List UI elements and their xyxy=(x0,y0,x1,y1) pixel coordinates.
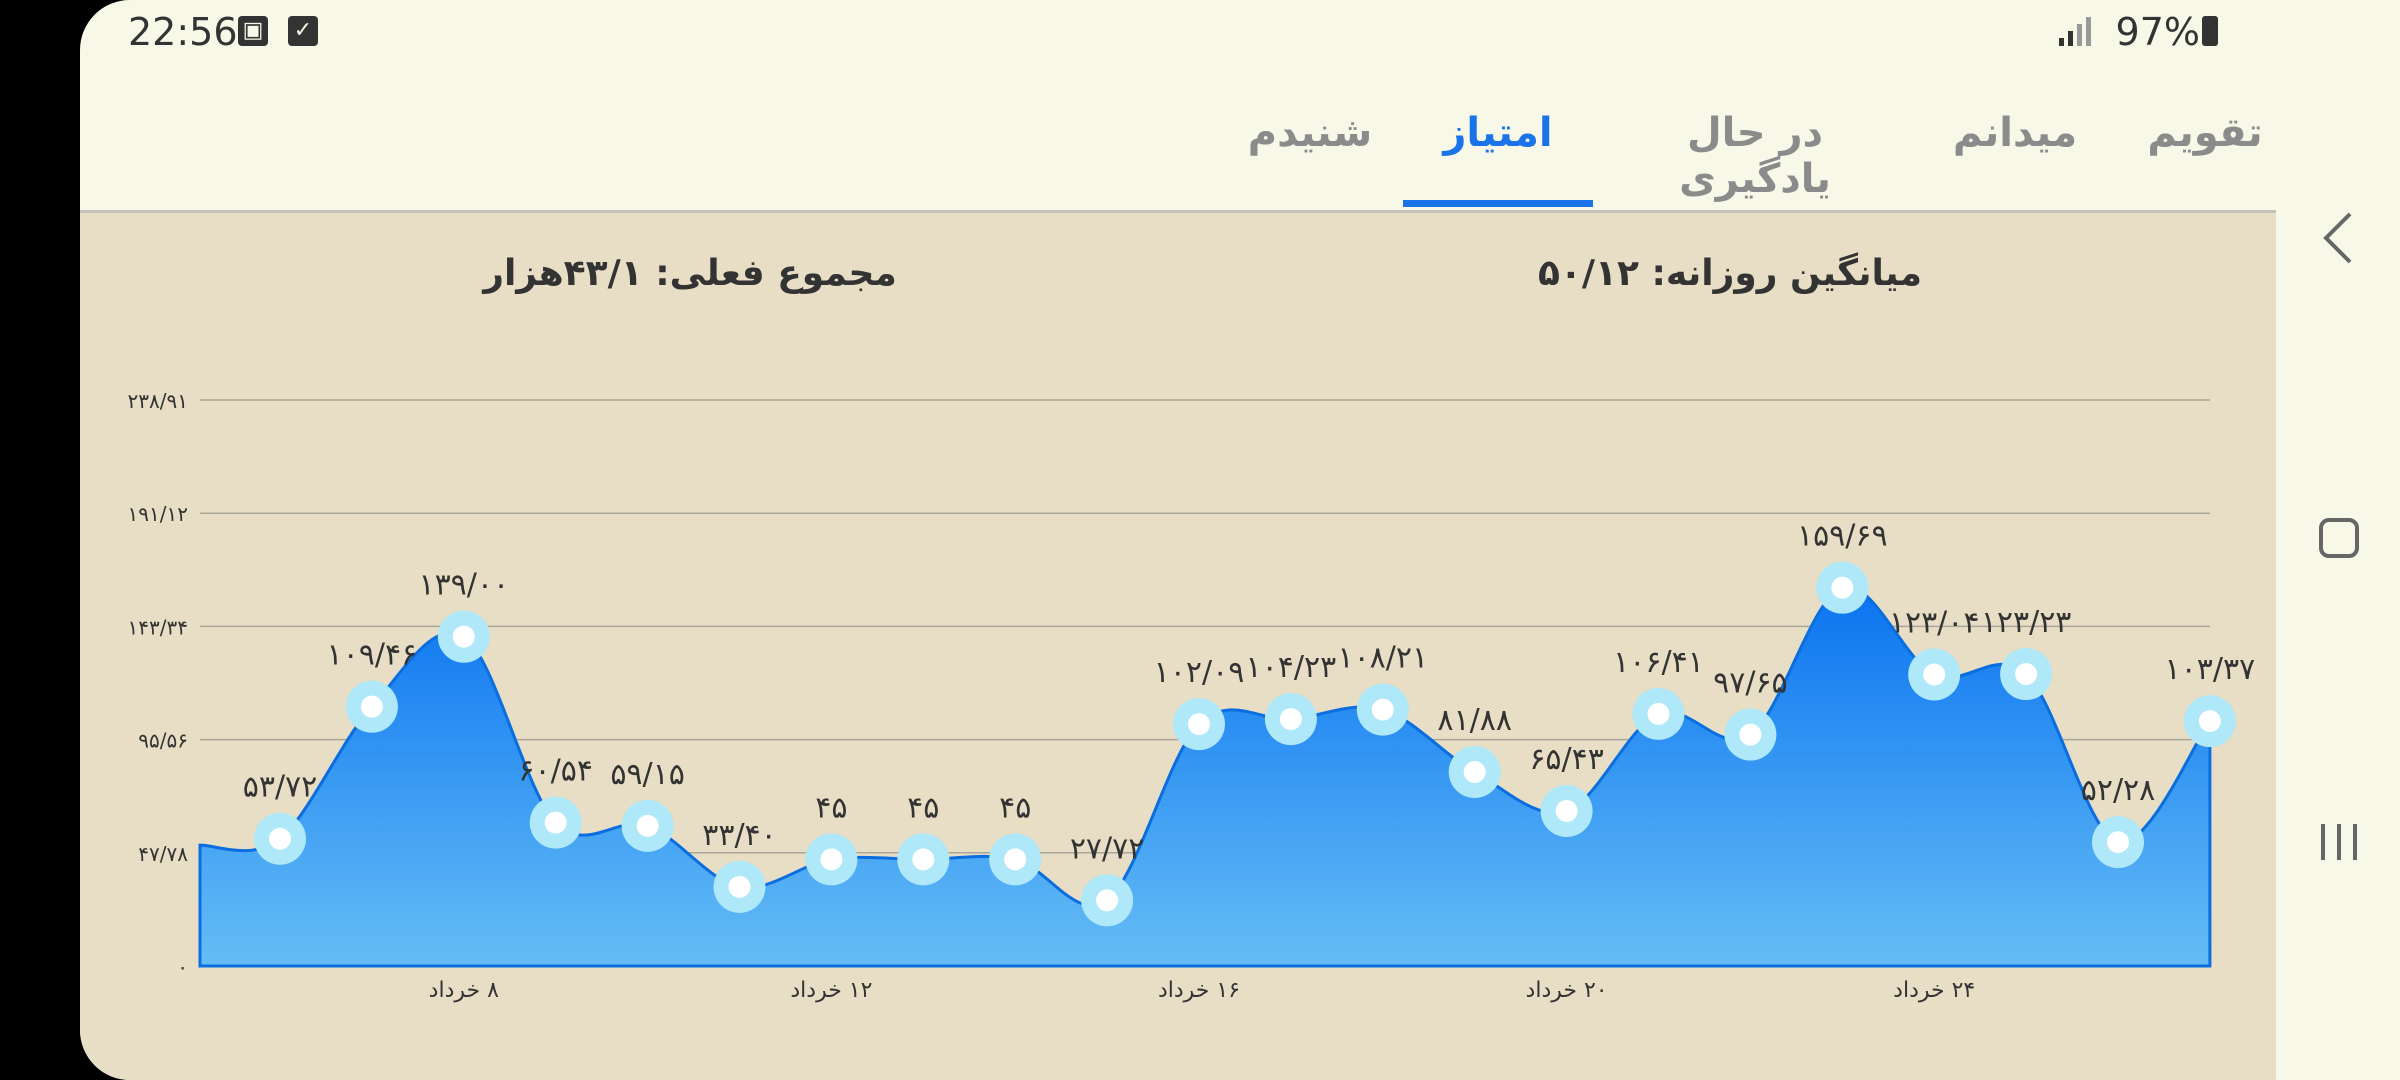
data-point-label: ۱۰۳/۳۷ xyxy=(2165,652,2256,687)
x-tick-label: ۱۲ خرداد xyxy=(790,978,872,1003)
data-point-label: ۱۲۳/۲۳ xyxy=(1981,605,2072,640)
data-point-label: ۴۵ xyxy=(907,790,939,825)
tab-heard[interactable]: شنیدم xyxy=(1247,110,1373,156)
x-tick-label: ۲۴ خرداد xyxy=(1893,978,1975,1003)
signal-icon xyxy=(2059,17,2091,46)
data-point-label: ۱۳۹/۰۰ xyxy=(418,568,509,603)
data-point-label: ۵۳/۷۲ xyxy=(243,770,318,805)
data-point-center xyxy=(636,814,659,837)
current-total: مجموع فعلی: ۴۳/۱هزار xyxy=(483,253,897,294)
data-point-center xyxy=(728,875,751,898)
data-point-center xyxy=(1096,889,1119,912)
score-panel: میانگین روزانه: ۵۰/۱۲ مجموع فعلی: ۴۳/۱هز… xyxy=(80,213,2276,1080)
y-tick-label: ۱۴۳/۳۴ xyxy=(128,615,188,639)
tab-score[interactable]: امتیاز xyxy=(1443,110,1553,156)
data-point-center xyxy=(2107,831,2129,854)
data-point-center xyxy=(912,848,935,871)
data-point-label: ۱۲۳/۰۴ xyxy=(1889,606,1980,641)
x-tick-label: ۲۰ خرداد xyxy=(1526,978,1608,1003)
y-tick-label: ۴۷/۷۸ xyxy=(138,842,188,866)
data-point-center xyxy=(1279,708,1302,731)
x-tick-label: ۱۶ خرداد xyxy=(1158,978,1240,1003)
y-tick-label: ۲۳۸/۹۱ xyxy=(128,389,188,413)
home-square-icon[interactable] xyxy=(2318,517,2360,559)
data-point-label: ۱۰۴/۲۳ xyxy=(1246,650,1337,685)
recents-icon[interactable] xyxy=(2318,822,2360,862)
data-point-center xyxy=(1831,576,1854,599)
data-point-label: ۹۷/۶۵ xyxy=(1713,666,1788,701)
navigation-bar xyxy=(2276,0,2400,1080)
y-tick-label: ۹۵/۵۶ xyxy=(138,729,188,753)
status-time: 22:56 xyxy=(128,10,238,54)
data-point-center xyxy=(452,625,475,648)
check-box-icon: ✓ xyxy=(288,16,318,46)
data-point-label: ۶۰/۵۴ xyxy=(518,754,593,789)
battery-percent: 97% xyxy=(2115,10,2200,54)
data-point-label: ۱۰۲/۰۹ xyxy=(1154,655,1245,690)
data-point-center xyxy=(1371,698,1394,721)
data-point-center xyxy=(269,827,291,850)
tab-calendar[interactable]: تقویم xyxy=(2147,110,2263,156)
tab-known[interactable]: میدانم xyxy=(1952,110,2078,156)
image-icon: ▣ xyxy=(238,16,268,46)
data-point-label: ۸۱/۸۸ xyxy=(1437,703,1512,738)
data-point-center xyxy=(1463,761,1486,784)
data-point-label: ۱۰۹/۴۶ xyxy=(327,638,418,673)
data-point-center xyxy=(1188,713,1210,736)
data-point-label: ۶۵/۴۳ xyxy=(1529,742,1604,777)
data-point-label: ۵۹/۱۵ xyxy=(610,757,685,792)
y-tick-label: ۱۹۱/۱۲ xyxy=(128,502,188,526)
data-point-center xyxy=(1739,723,1762,746)
data-point-label: ۳۳/۴۰ xyxy=(702,818,777,853)
y-tick-label: ۰ xyxy=(177,955,188,979)
back-chevron-icon[interactable] xyxy=(2320,210,2356,266)
x-tick-label: ۸ خرداد xyxy=(429,978,499,1003)
data-point-label: ۲۷/۷۲ xyxy=(1070,831,1145,866)
tab-bar: تقویم میدانم در حال یادگیری امتیاز شنیدم xyxy=(80,90,2276,213)
data-point-center xyxy=(360,695,383,718)
battery-icon xyxy=(2202,16,2218,46)
data-point-center xyxy=(2015,663,2038,686)
app-screen: 22:56 ▣ ✓ 97% تقویم میدانم در حال یادگیر… xyxy=(80,0,2276,1080)
active-tab-indicator xyxy=(1403,200,1593,207)
score-area xyxy=(198,585,2212,968)
data-point-center xyxy=(2198,710,2221,733)
data-point-center xyxy=(820,848,843,871)
data-point-label: ۱۵۹/۶۹ xyxy=(1797,519,1888,554)
data-point-label: ۴۵ xyxy=(999,790,1031,825)
data-point-label: ۵۲/۲۸ xyxy=(2081,773,2156,808)
data-point-label: ۱۰۶/۴۱ xyxy=(1613,645,1704,680)
data-point-center xyxy=(1923,663,1946,686)
data-point-center xyxy=(544,811,567,834)
data-point-label: ۱۰۸/۲۱ xyxy=(1337,641,1428,676)
data-point-center xyxy=(1555,799,1578,822)
data-point-center xyxy=(1647,702,1670,725)
tab-learning[interactable]: در حال یادگیری xyxy=(1679,110,1831,202)
daily-average: میانگین روزانه: ۵۰/۱۲ xyxy=(1537,253,1923,294)
data-point-center xyxy=(1004,848,1027,871)
score-chart: ۰ ۴۷/۷۸ ۹۵/۵۶ ۱۴۳/۳۴ ۱۹۱/۱۲ ۲۳۸/۹۱ ۸ خرداد ۱۲ خ… xyxy=(128,389,2256,1003)
data-point-label: ۴۵ xyxy=(815,790,847,825)
